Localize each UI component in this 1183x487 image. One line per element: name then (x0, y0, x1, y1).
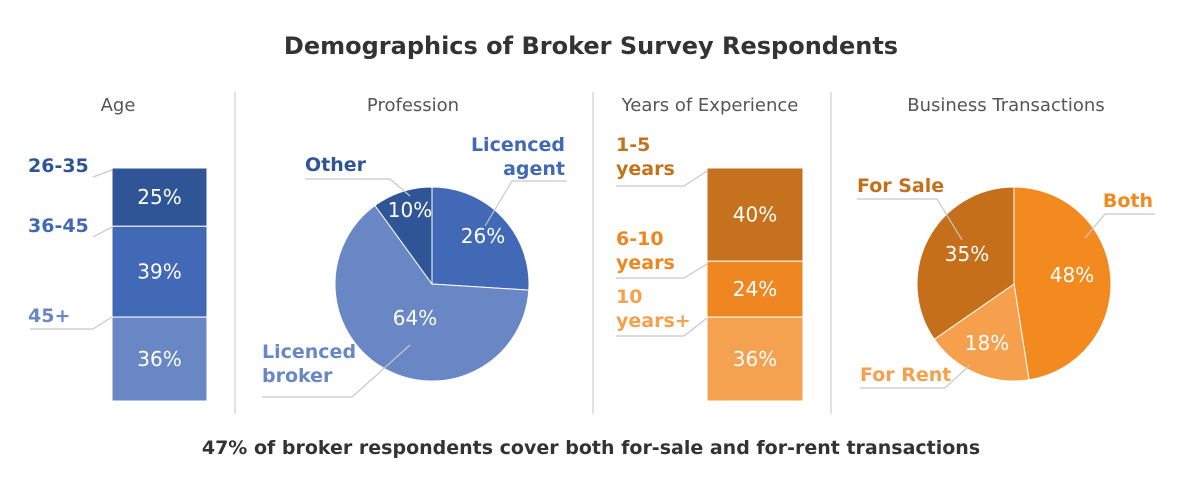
data-label: 25% (137, 185, 181, 209)
leader-line (616, 170, 708, 187)
bar-segment (111, 167, 208, 227)
leader-line (92, 226, 113, 238)
panel-2: Profession 26% 64% 10% Licenced agent Licenced… (262, 95, 567, 398)
pie-slice (374, 186, 433, 286)
data-label: 64% (393, 306, 437, 330)
bar-segment (706, 316, 804, 402)
data-label: 10% (388, 198, 432, 222)
chart-title: Demographics of Broker Survey Respondent… (284, 32, 898, 60)
pie-slice (431, 186, 530, 291)
chart-panels: Age 25% 39% 36% 26-35 36-45 45+ Profession 26% 64… (28, 95, 1155, 402)
pie-slice (933, 283, 1030, 382)
data-label: 36% (733, 347, 777, 371)
leader-line (262, 344, 411, 398)
chart-caption: 47% of broker respondents cover both for… (202, 437, 980, 459)
category-label: 6-10 years (616, 228, 675, 274)
bar-segment (111, 316, 208, 402)
leader-line (616, 317, 708, 337)
category-label: 10 years+ (616, 286, 691, 332)
category-label: 1-5 years (616, 134, 675, 180)
panel-4: Business Transactions 48% 18% 35% Both For Re… (857, 95, 1155, 389)
category-label: Licenced agent (471, 134, 565, 180)
category-label: Both (1103, 190, 1153, 212)
leader-line (484, 180, 567, 227)
data-label: 24% (733, 277, 777, 301)
category-label: Licenced broker (262, 341, 356, 387)
data-label: 40% (733, 203, 777, 227)
bar-segment (111, 225, 208, 318)
leader-line (857, 198, 963, 241)
data-label: 26% (461, 224, 505, 248)
category-label: Other (305, 154, 367, 176)
panel-title: Years of Experience (621, 95, 799, 116)
category-label: For Sale (857, 175, 944, 197)
panel-title: Age (101, 95, 136, 116)
leader-line (1084, 213, 1155, 239)
leader-line (860, 364, 971, 389)
bar-segment (706, 260, 804, 318)
data-label: 36% (137, 347, 181, 371)
data-label: 48% (1050, 263, 1094, 287)
category-label: For Rent (860, 364, 951, 386)
leader-line (616, 263, 708, 279)
panel-3: Years of Experience 40% 24% 36% 1-5 years 6-10… (616, 95, 804, 402)
panel-title: Business Transactions (907, 95, 1104, 116)
leader-line (305, 178, 411, 197)
panel-1: Age 25% 39% 36% 26-35 36-45 45+ (28, 95, 208, 402)
pie-slice (916, 186, 1015, 340)
category-label: 45+ (28, 305, 70, 327)
pie-slice (334, 204, 530, 382)
category-label: 26-35 (28, 155, 89, 177)
leader-line (92, 169, 113, 178)
category-label: 36-45 (28, 215, 89, 237)
data-label: 39% (137, 260, 181, 284)
panel-title: Profession (367, 95, 459, 116)
leader-line (30, 316, 113, 330)
data-label: 35% (945, 242, 989, 266)
data-label: 18% (965, 331, 1009, 355)
